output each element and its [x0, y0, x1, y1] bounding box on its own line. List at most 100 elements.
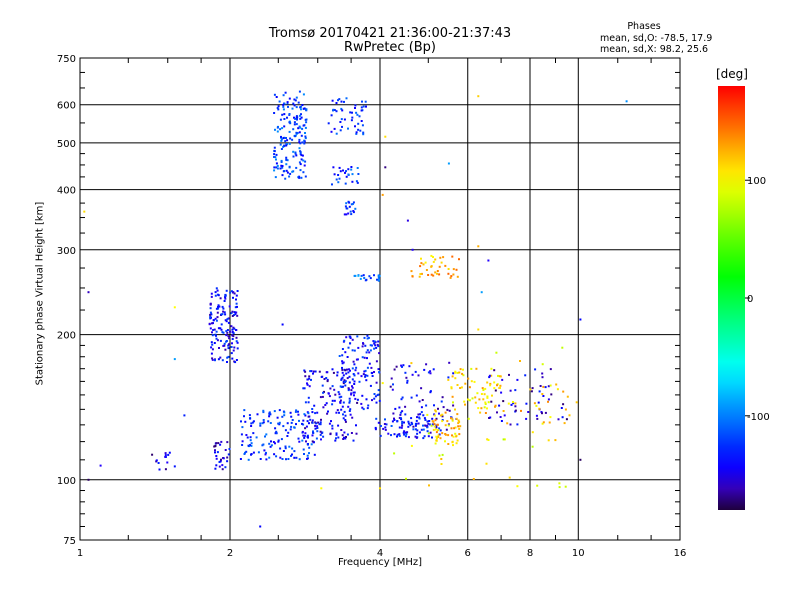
data-point: [541, 376, 544, 379]
data-point: [429, 370, 432, 373]
data-point: [221, 359, 224, 362]
data-point: [561, 346, 564, 349]
data-point: [302, 387, 305, 390]
data-point: [373, 341, 376, 344]
data-point: [349, 210, 352, 213]
data-point: [226, 329, 229, 331]
data-point: [456, 413, 459, 416]
data-point: [335, 178, 338, 181]
data-point: [451, 375, 454, 378]
data-point: [372, 340, 375, 343]
data-point: [531, 445, 534, 448]
data-point: [434, 409, 437, 412]
data-point: [277, 440, 280, 443]
data-point: [452, 444, 454, 447]
data-point: [542, 421, 545, 424]
data-point: [296, 132, 299, 134]
data-point: [226, 456, 229, 459]
data-point: [287, 458, 290, 460]
data-point: [379, 425, 382, 427]
data-point: [353, 349, 356, 352]
data-point: [558, 482, 561, 485]
data-point: [434, 419, 437, 422]
data-point: [236, 290, 239, 292]
data-point: [356, 398, 359, 401]
data-point: [447, 424, 450, 427]
data-point: [502, 400, 505, 403]
data-point: [365, 105, 367, 108]
data-point: [433, 404, 435, 407]
data-point: [384, 166, 387, 169]
data-point: [240, 433, 243, 436]
data-point: [284, 177, 287, 180]
data-point: [424, 261, 427, 264]
data-point: [288, 113, 291, 115]
data-point: [420, 411, 423, 414]
data-point: [341, 109, 344, 112]
data-point: [298, 161, 301, 164]
phase-stats-x-mode: mean, sd,X: 98.2, 25.6: [600, 44, 709, 55]
data-point: [369, 277, 372, 280]
data-point: [304, 401, 307, 404]
data-point: [282, 145, 285, 148]
data-point: [298, 90, 301, 93]
data-point: [414, 428, 417, 431]
data-point: [277, 439, 280, 442]
data-point: [323, 378, 326, 380]
data-point: [304, 135, 307, 138]
data-point: [297, 410, 299, 413]
data-point: [212, 319, 215, 322]
data-point: [351, 111, 353, 114]
data-point: [285, 144, 288, 147]
data-point: [496, 384, 498, 387]
data-point: [280, 135, 282, 138]
data-point: [259, 525, 262, 528]
data-point: [536, 484, 539, 487]
data-point: [297, 127, 300, 130]
data-point: [341, 362, 344, 365]
data-point: [407, 436, 410, 439]
x-tick-label: 6: [465, 548, 471, 559]
data-point: [348, 397, 351, 400]
data-point: [360, 106, 363, 109]
data-point: [209, 327, 212, 330]
data-point: [474, 401, 477, 404]
data-point: [280, 164, 283, 167]
data-point: [275, 455, 278, 458]
data-point: [341, 125, 343, 128]
data-point: [354, 207, 357, 210]
data-point: [282, 94, 285, 97]
data-point: [219, 327, 222, 330]
data-point: [377, 276, 380, 279]
data-point: [564, 485, 567, 488]
data-point: [319, 433, 322, 436]
data-point: [265, 458, 268, 461]
data-point: [334, 439, 337, 442]
data-point: [293, 456, 296, 459]
data-point: [228, 305, 231, 308]
data-point: [432, 274, 435, 277]
data-point: [458, 427, 461, 430]
data-point: [281, 165, 284, 167]
data-point: [479, 411, 482, 414]
data-point: [538, 390, 541, 393]
data-point: [300, 108, 302, 111]
data-point: [219, 443, 222, 446]
data-point: [291, 447, 294, 450]
data-point: [284, 429, 287, 432]
data-point: [347, 346, 350, 349]
data-point: [215, 287, 218, 290]
data-point: [429, 391, 432, 394]
data-point: [225, 289, 228, 292]
data-point: [233, 292, 236, 295]
data-point: [269, 413, 272, 416]
data-point: [295, 96, 298, 99]
data-point: [366, 366, 369, 369]
data-point: [293, 123, 296, 126]
data-point: [547, 385, 550, 388]
data-point: [286, 139, 289, 142]
data-point: [158, 468, 161, 471]
data-point: [243, 415, 245, 418]
data-point: [421, 399, 424, 401]
data-point: [348, 400, 351, 403]
